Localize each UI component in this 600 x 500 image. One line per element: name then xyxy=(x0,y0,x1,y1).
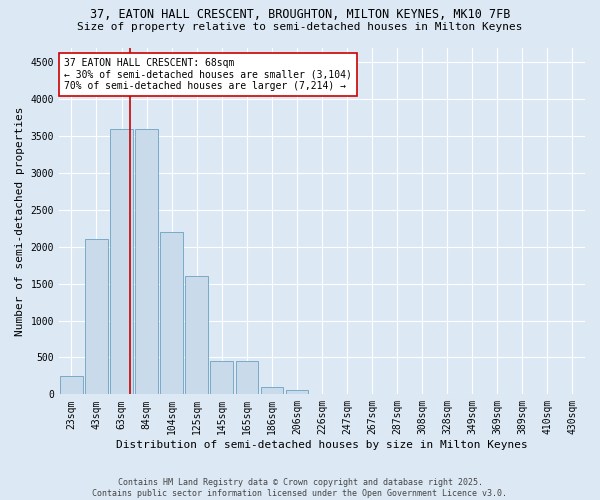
Bar xyxy=(136,128,158,394)
Bar xyxy=(160,232,183,394)
Text: Size of property relative to semi-detached houses in Milton Keynes: Size of property relative to semi-detach… xyxy=(77,22,523,32)
Bar xyxy=(260,387,283,394)
Y-axis label: Number of semi-detached properties: Number of semi-detached properties xyxy=(15,106,25,336)
Bar xyxy=(185,276,208,394)
X-axis label: Distribution of semi-detached houses by size in Milton Keynes: Distribution of semi-detached houses by … xyxy=(116,440,528,450)
Text: Contains HM Land Registry data © Crown copyright and database right 2025.
Contai: Contains HM Land Registry data © Crown c… xyxy=(92,478,508,498)
Bar xyxy=(85,240,108,394)
Bar xyxy=(286,390,308,394)
Bar xyxy=(60,376,83,394)
Bar xyxy=(211,361,233,394)
Bar xyxy=(110,128,133,394)
Text: 37 EATON HALL CRESCENT: 68sqm
← 30% of semi-detached houses are smaller (3,104)
: 37 EATON HALL CRESCENT: 68sqm ← 30% of s… xyxy=(64,58,352,91)
Text: 37, EATON HALL CRESCENT, BROUGHTON, MILTON KEYNES, MK10 7FB: 37, EATON HALL CRESCENT, BROUGHTON, MILT… xyxy=(90,8,510,20)
Bar xyxy=(236,361,258,394)
